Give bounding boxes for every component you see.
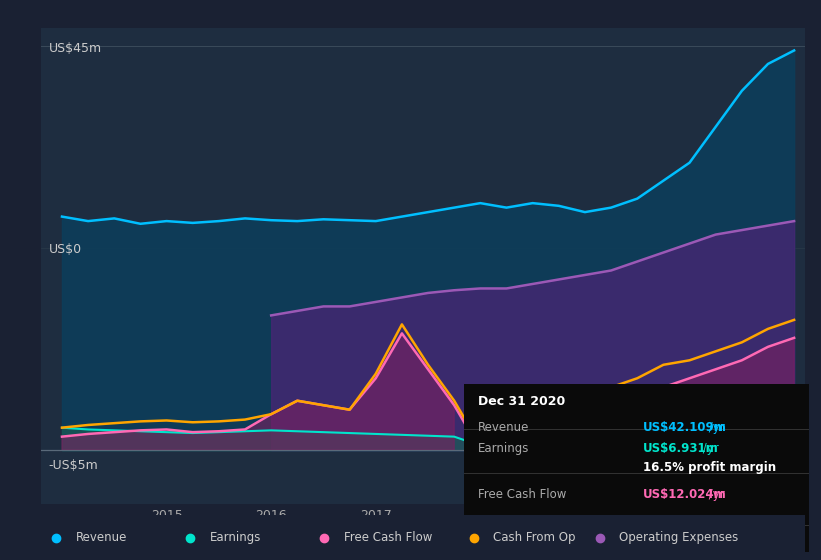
Text: US$0: US$0 xyxy=(48,243,82,256)
Text: Earnings: Earnings xyxy=(478,442,529,455)
Text: Operating Expenses: Operating Expenses xyxy=(619,531,739,544)
Text: -US$5m: -US$5m xyxy=(48,459,99,473)
Text: Earnings: Earnings xyxy=(209,531,261,544)
Text: Cash From Op: Cash From Op xyxy=(493,531,576,544)
Text: /yr: /yr xyxy=(705,540,725,553)
Text: 16.5% profit margin: 16.5% profit margin xyxy=(643,461,777,474)
Text: US$12.024m: US$12.024m xyxy=(643,488,727,501)
Text: Revenue: Revenue xyxy=(76,531,127,544)
Text: US$45m: US$45m xyxy=(48,43,102,55)
Text: US$6.931m: US$6.931m xyxy=(643,442,719,455)
Text: /yr: /yr xyxy=(699,442,718,455)
Text: Free Cash Flow: Free Cash Flow xyxy=(478,488,566,501)
Text: /yr: /yr xyxy=(705,421,725,433)
Text: /yr: /yr xyxy=(705,488,725,501)
Text: Free Cash Flow: Free Cash Flow xyxy=(343,531,432,544)
Text: US$42.109m: US$42.109m xyxy=(643,421,727,433)
Text: Dec 31 2020: Dec 31 2020 xyxy=(478,395,565,408)
Text: Revenue: Revenue xyxy=(478,421,529,433)
Text: US$25.478m: US$25.478m xyxy=(643,540,727,553)
Text: Operating Expenses: Operating Expenses xyxy=(478,540,597,553)
Text: /yr: /yr xyxy=(705,515,725,528)
Text: US$14.043m: US$14.043m xyxy=(643,515,727,528)
Text: Cash From Op: Cash From Op xyxy=(478,515,560,528)
